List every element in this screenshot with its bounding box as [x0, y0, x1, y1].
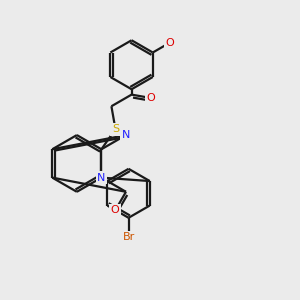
Text: S: S: [112, 124, 119, 134]
Text: O: O: [146, 93, 155, 103]
Text: O: O: [165, 38, 174, 48]
Text: Br: Br: [122, 232, 135, 242]
Text: N: N: [122, 130, 130, 140]
Text: O: O: [111, 206, 120, 215]
Text: N: N: [97, 172, 106, 183]
